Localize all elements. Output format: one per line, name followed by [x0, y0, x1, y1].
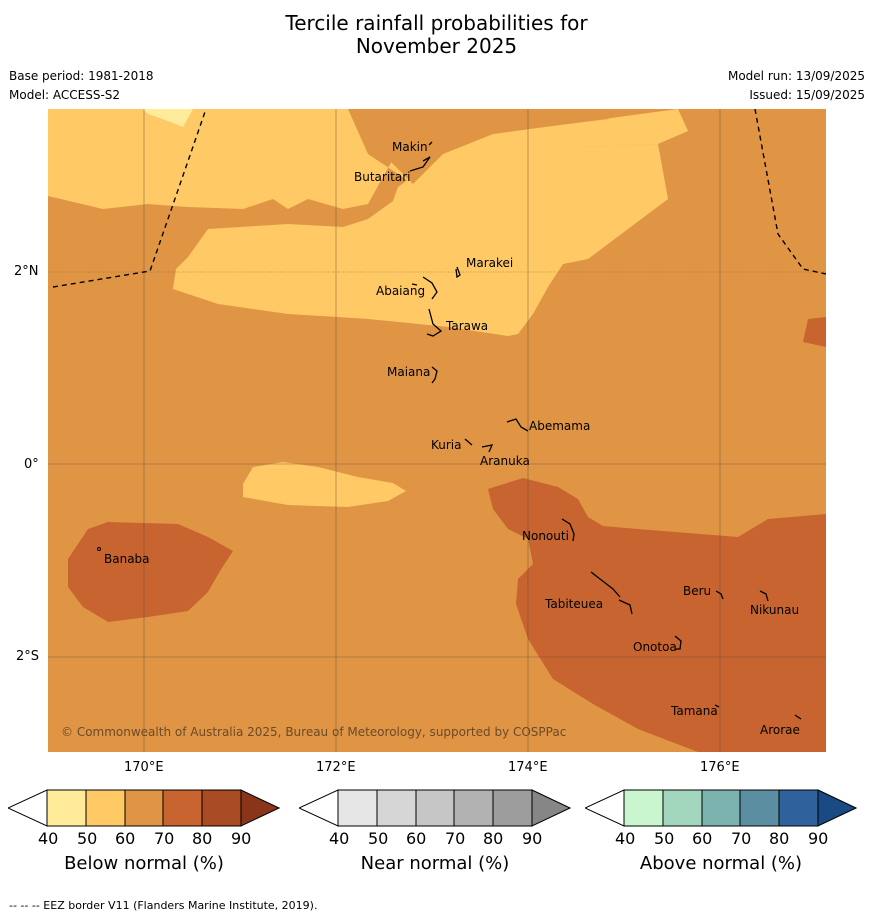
- cb2-high-extend: [531, 789, 571, 827]
- cb1-swatch-60-70: [124, 789, 164, 827]
- region-70-80-southeast: [488, 478, 826, 752]
- cb1-tick-80: 80: [192, 829, 213, 848]
- lat-label-2s: 2°S: [16, 649, 40, 664]
- banaba-island: [97, 547, 101, 551]
- cb1-swatch-50-60: [85, 789, 126, 827]
- cb2-tick-60: 60: [406, 829, 427, 848]
- lon-label-174: 174°E: [508, 760, 548, 775]
- base-period: Base period: 1981-2018: [9, 69, 154, 83]
- meta-right: Model run: 13/09/2025 Issued: 15/09/2025: [728, 67, 865, 105]
- region-50-60-central: [173, 134, 668, 336]
- region-40-50-north: [143, 109, 193, 127]
- lat-label-2n: 2°N: [14, 264, 39, 279]
- lon-label-170: 170°E: [124, 760, 164, 775]
- label-butaritari: Butaritari: [354, 170, 411, 184]
- cb3-swatch-70-80: [739, 789, 780, 827]
- eez-footnote: -- -- -- EEZ border V11 (Flanders Marine…: [9, 899, 318, 912]
- model-name: Model: ACCESS-S2: [9, 88, 121, 102]
- label-abaiang: Abaiang: [376, 284, 425, 298]
- cb1-low-extend: [8, 789, 48, 827]
- colorbar-near-normal: [299, 789, 571, 827]
- cb2-low-extend: [299, 789, 339, 827]
- cb1-tick-40: 40: [38, 829, 59, 848]
- probability-map: Makin Butaritari Marakei Abaiang Tarawa …: [48, 109, 826, 752]
- model-run: Model run: 13/09/2025: [727, 69, 865, 83]
- title-line-2: November 2025: [355, 34, 518, 58]
- cb2-tick-90: 90: [522, 829, 543, 848]
- cb2-tick-70: 70: [445, 829, 466, 848]
- lon-label-176: 176°E: [700, 760, 740, 775]
- cb1-swatch-40-50: [46, 789, 87, 827]
- island-outlines: [409, 141, 802, 720]
- cb2-swatch-50-60: [376, 789, 417, 827]
- cb2-tick-80: 80: [483, 829, 504, 848]
- cb3-tick-40: 40: [615, 829, 636, 848]
- cb1-title: Below normal (%): [64, 853, 224, 874]
- cb1-swatch-80-90: [201, 789, 242, 827]
- region-70-80-west: [68, 522, 233, 622]
- label-banaba: Banaba: [104, 552, 150, 566]
- cb3-tick-80: 80: [769, 829, 790, 848]
- cb1-tick-60: 60: [115, 829, 136, 848]
- label-tarawa: Tarawa: [445, 319, 488, 333]
- label-onotoa: Onotoa: [633, 640, 677, 654]
- cb3-swatch-50-60: [662, 789, 703, 827]
- cb1-tick-50: 50: [77, 829, 98, 848]
- meta-left: Base period: 1981-2018 Model: ACCESS-S2: [9, 67, 154, 105]
- colorbar-below-normal: [8, 789, 280, 827]
- label-aranuka: Aranuka: [480, 454, 530, 468]
- cb3-tick-60: 60: [692, 829, 713, 848]
- cb2-tick-50: 50: [368, 829, 389, 848]
- label-arorae: Arorae: [760, 723, 800, 737]
- region-70-80-east-edge: [803, 317, 826, 347]
- eez-border: [52, 109, 826, 288]
- label-nikunau: Nikunau: [750, 603, 799, 617]
- cb3-tick-90: 90: [808, 829, 829, 848]
- cb3-title: Above normal (%): [639, 853, 803, 874]
- label-maiana: Maiana: [387, 365, 430, 379]
- chart-title: Tercile rainfall probabilities for Novem…: [0, 12, 873, 58]
- copyright-notice: © Commonwealth of Australia 2025, Bureau…: [61, 725, 566, 739]
- cb3-low-extend: [585, 789, 625, 827]
- cb3-swatch-80-90: [778, 789, 819, 827]
- cb2-swatch-60-70: [415, 789, 455, 827]
- cb1-tick-90: 90: [231, 829, 252, 848]
- cb2-title: Near normal (%): [360, 853, 510, 874]
- cb3-tick-50: 50: [654, 829, 675, 848]
- label-kuria: Kuria: [431, 438, 462, 452]
- lat-label-0: 0°: [24, 457, 39, 472]
- label-makin: Makin: [392, 140, 428, 154]
- cb3-tick-70: 70: [731, 829, 752, 848]
- label-beru: Beru: [683, 584, 711, 598]
- label-nonouti: Nonouti: [522, 529, 569, 543]
- cb2-tick-40: 40: [329, 829, 350, 848]
- cb1-tick-70: 70: [154, 829, 175, 848]
- cb1-swatch-70-80: [162, 789, 203, 827]
- cb3-swatch-60-70: [701, 789, 741, 827]
- cb1-high-extend: [240, 789, 280, 827]
- cb3-high-extend: [817, 789, 857, 827]
- cb2-swatch-80-90: [492, 789, 533, 827]
- lon-label-172: 172°E: [316, 760, 356, 775]
- region-60-70-north-inner: [348, 109, 628, 184]
- label-tabiteuea: Tabiteuea: [544, 597, 603, 611]
- cb2-swatch-70-80: [453, 789, 494, 827]
- issued-date: Issued: 15/09/2025: [749, 88, 865, 102]
- colorbar-above-normal: [585, 789, 857, 827]
- place-labels: Makin Butaritari Marakei Abaiang Tarawa …: [104, 140, 800, 737]
- label-tamana: Tamana: [670, 704, 718, 718]
- title-line-1: Tercile rainfall probabilities for: [285, 11, 588, 35]
- label-abemama: Abemama: [529, 419, 590, 433]
- label-marakei: Marakei: [466, 256, 513, 270]
- cb3-swatch-40-50: [623, 789, 664, 827]
- region-50-60-equator: [243, 462, 406, 507]
- cb2-swatch-40-50: [337, 789, 378, 827]
